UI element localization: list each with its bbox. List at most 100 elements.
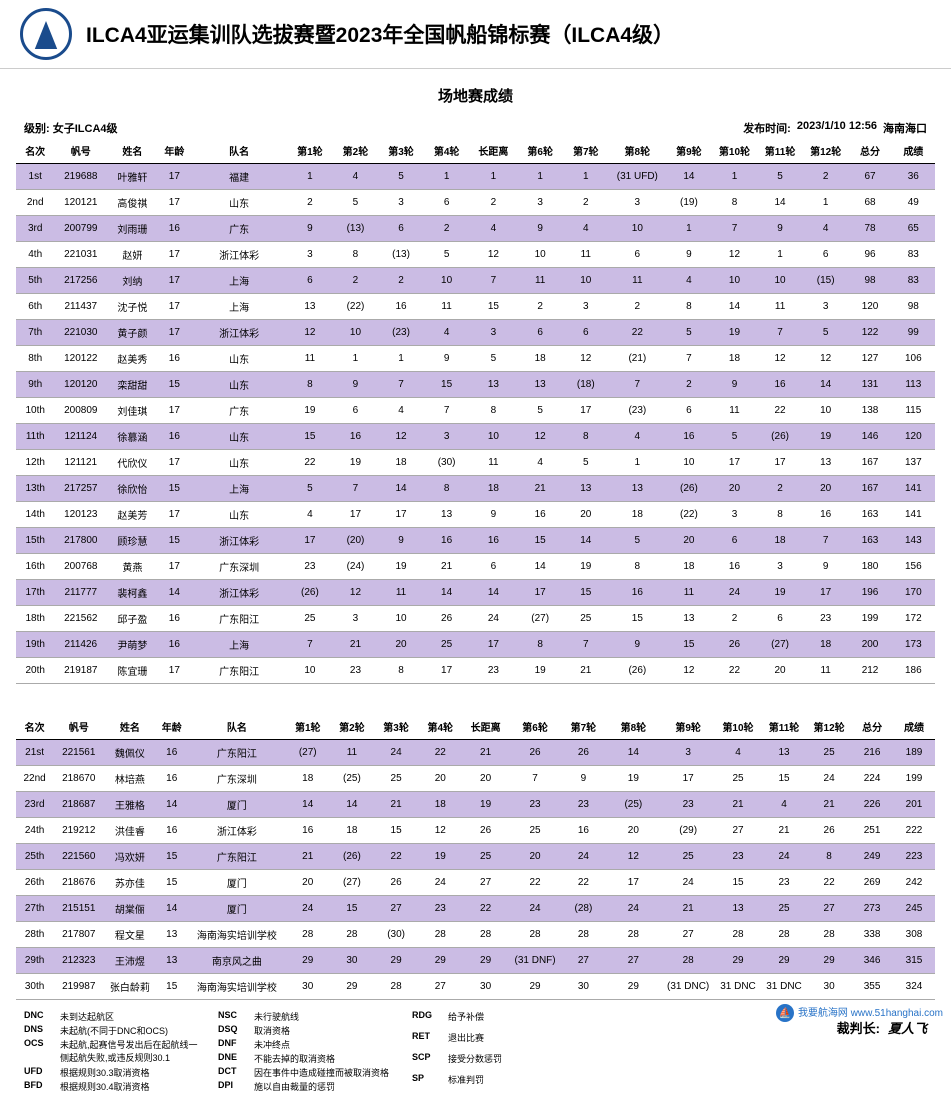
cell: 9 [517,216,563,242]
cell: 14 [712,294,758,320]
cell: 徐慕涵 [107,424,157,450]
watermark-icon: ⛵ [776,1004,794,1022]
table-row: 1st219688叶雅轩17福建1451111(31 UFD)141526736 [16,164,935,190]
cell: (18) [563,372,609,398]
cell: 14 [155,896,188,922]
cell: 27 [661,922,715,948]
cell: 24 [807,766,851,792]
col-header: 第1轮 [286,714,330,740]
cell: 厦门 [188,792,286,818]
cell: 11 [424,294,470,320]
cell: 浙江体彩 [188,818,286,844]
cell: 29 [418,948,462,974]
cell: 217257 [54,476,107,502]
legend-val: 标准判罚 [448,1073,588,1093]
table-row: 10th200809刘佳琪17广东196478517(23)6112210138… [16,398,935,424]
cell: 18 [330,818,374,844]
table-row: 5th217256刘纳17上海62210711101141010(15)9883 [16,268,935,294]
cell: 6 [757,606,803,632]
legend-val: 根据规则30.3取消资格 [60,1066,200,1079]
table-header: 名次帆号姓名年龄队名第1轮第2轮第3轮第4轮长距离第6轮第7轮第8轮第9轮第10… [16,714,935,740]
col-header: 第4轮 [418,714,462,740]
table-row: 27th215151胡棠俪14厦门241527232224(28)2421132… [16,896,935,922]
cell: 24 [712,580,758,606]
cell: 5 [378,164,424,190]
cell: 127 [848,346,891,372]
cell: 叶雅轩 [107,164,157,190]
cell: 3 [661,740,715,766]
cell: 30th [16,974,53,1000]
cell: 11 [517,268,563,294]
cell: 24th [16,818,53,844]
legend-key: DNE [218,1052,254,1065]
col-header: 总分 [851,714,893,740]
cell: 15 [424,372,470,398]
cell: 21 [374,792,418,818]
col-header: 第11轮 [757,138,803,164]
cell: 20 [803,476,849,502]
cell: 346 [851,948,893,974]
cell: 22 [807,870,851,896]
col-header: 第2轮 [333,138,379,164]
cell: 146 [848,424,891,450]
cell: 16 [158,216,192,242]
cell: 3 [287,242,333,268]
cell: 163 [848,502,891,528]
cell: 26 [561,740,605,766]
cell: 221562 [54,606,107,632]
cell: 9 [609,632,667,658]
cell: 9 [469,502,517,528]
cell: 28 [286,922,330,948]
cell: 6 [287,268,333,294]
cell: 8 [807,844,851,870]
cell: 27 [715,818,761,844]
table-row: 23rd218687王雅格14厦门14142118192323(25)23214… [16,792,935,818]
cell: 17 [605,870,661,896]
cell: 13 [803,450,849,476]
cell: 上海 [191,476,287,502]
cell: 洪佳睿 [104,818,155,844]
cell: 16 [803,502,849,528]
cell: 27 [374,896,418,922]
cell: 17 [424,658,470,684]
cell: 5 [757,164,803,190]
col-header: 第10轮 [715,714,761,740]
col-header: 姓名 [107,138,157,164]
cell: 6 [609,242,667,268]
cell: 20 [286,870,330,896]
cell: 26th [16,870,53,896]
cell: 11 [287,346,333,372]
legend-val: 根据规则30.4取消资格 [60,1080,200,1093]
cell: 10th [16,398,54,424]
cell: 冯欢妍 [104,844,155,870]
cell: 5 [609,528,667,554]
cell: 7 [712,216,758,242]
cell: 16 [666,424,712,450]
cell: 324 [893,974,935,1000]
cell: 78 [848,216,891,242]
legend-key: OCS [24,1038,60,1064]
table-row: 4th221031赵妍17浙江体彩38(13)51210116912169683 [16,242,935,268]
cell: 11 [666,580,712,606]
cell: 上海 [191,632,287,658]
cell: 2 [333,268,379,294]
cell: 219212 [53,818,104,844]
col-header: 第4轮 [424,138,470,164]
cell: 28 [418,922,462,948]
cell: 19 [462,792,509,818]
cell: 12 [333,580,379,606]
cell: 广东 [191,216,287,242]
cell: (21) [609,346,667,372]
cell: 4 [378,398,424,424]
cell: 11 [803,658,849,684]
cell: 156 [892,554,935,580]
cell: 赵美秀 [107,346,157,372]
cell: 28 [509,922,561,948]
cell: 1 [563,164,609,190]
cell: 11 [609,268,667,294]
cell: 23 [509,792,561,818]
cell: 28 [807,922,851,948]
cell: 18 [712,346,758,372]
cell: 31 DNC [715,974,761,1000]
cell: 22 [374,844,418,870]
